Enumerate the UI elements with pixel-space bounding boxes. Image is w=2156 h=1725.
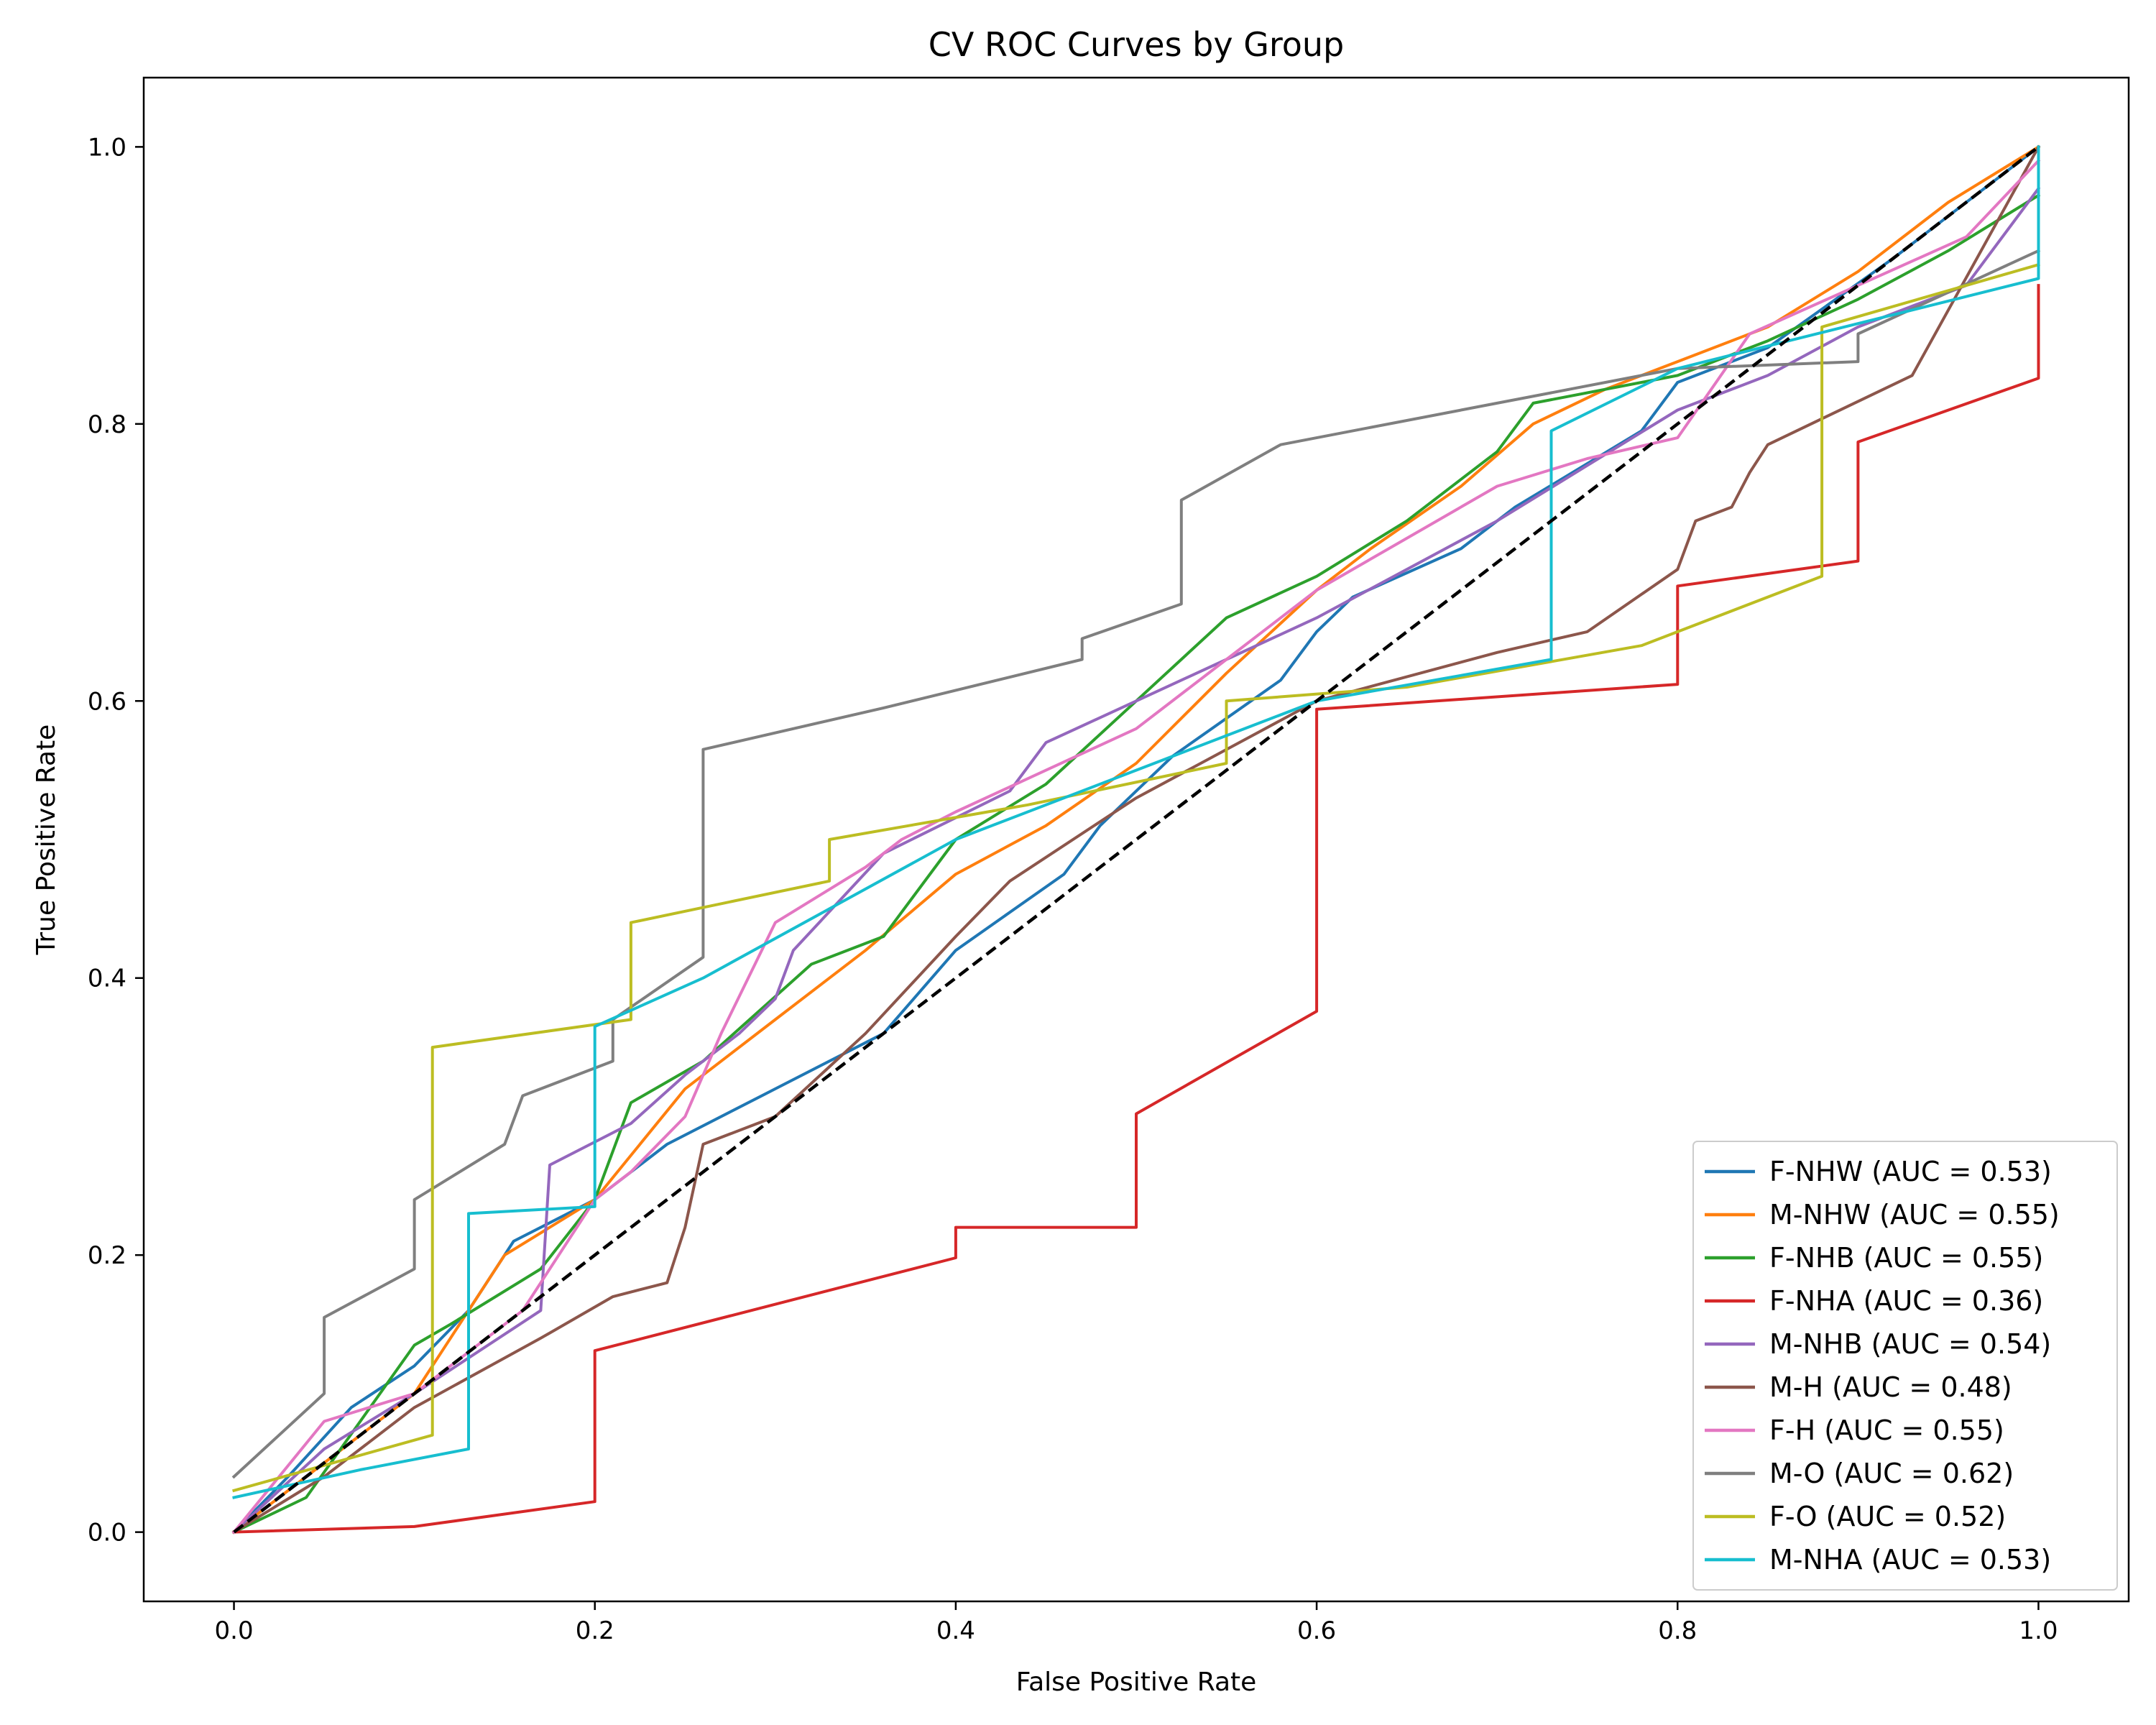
legend-label-8: M-O (AUC = 0.62): [1769, 1458, 2014, 1489]
axes-frame: [142, 76, 2130, 1603]
x-tick-label: 0.2: [576, 1616, 614, 1645]
x-axis-title: False Positive Rate: [1016, 1668, 1257, 1697]
series-line-2: [231, 144, 2041, 1535]
plot-area: [231, 144, 2041, 1535]
legend-label-9: F-O (AUC = 0.52): [1769, 1501, 2006, 1532]
x-tick-label: 1.0: [2019, 1616, 2058, 1645]
series-line-3: [231, 193, 2041, 1535]
y-tick-label: 0.8: [88, 410, 126, 439]
y-tick-label: 1.0: [88, 133, 126, 162]
y-axis-title: True Positive Rate: [32, 724, 61, 956]
legend-label-1: F-NHW (AUC = 0.53): [1769, 1156, 2052, 1187]
legend-label-6: M-H (AUC = 0.48): [1769, 1371, 2012, 1403]
y-tick-label: 0.4: [88, 965, 126, 993]
series-line-9: [232, 262, 2040, 1493]
series-line-4: [232, 284, 2040, 1534]
legend-label-4: F-NHA (AUC = 0.36): [1769, 1285, 2043, 1317]
legend-label-2: M-NHW (AUC = 0.55): [1769, 1199, 2060, 1230]
x-tick-label: 0.4: [936, 1616, 975, 1645]
x-tick-label: 0.0: [215, 1616, 254, 1645]
legend-label-10: M-NHA (AUC = 0.53): [1769, 1544, 2051, 1576]
y-tick-label: 0.6: [88, 687, 126, 716]
series-line-8: [231, 249, 2041, 1479]
series-line-5: [231, 186, 2041, 1535]
legend-label-7: F-H (AUC = 0.55): [1769, 1414, 2004, 1446]
y-tick-label: 0.0: [88, 1519, 126, 1547]
series-line-10: [232, 145, 2040, 1499]
legend: F-NHW (AUC = 0.53) M-NHW (AUC = 0.55) F-NH…: [1692, 1141, 2118, 1591]
chart-title: CV ROC Curves by Group: [929, 25, 1345, 64]
x-tick-label: 0.8: [1658, 1616, 1697, 1645]
axes: 0.0 0.2 0.4 0.6 0.8 1.0 0.0 0.2 0.4 0.6 0.8 1.0: [88, 76, 2130, 1645]
legend-label-5: M-NHB (AUC = 0.54): [1769, 1328, 2051, 1360]
legend-label-3: F-NHB (AUC = 0.55): [1769, 1242, 2043, 1274]
y-tick-label: 0.2: [88, 1241, 126, 1270]
series-line-7: [231, 158, 2041, 1535]
x-tick-label: 0.6: [1297, 1616, 1336, 1645]
series-line-6: [231, 144, 2041, 1535]
legend-box: [1692, 1141, 2118, 1591]
